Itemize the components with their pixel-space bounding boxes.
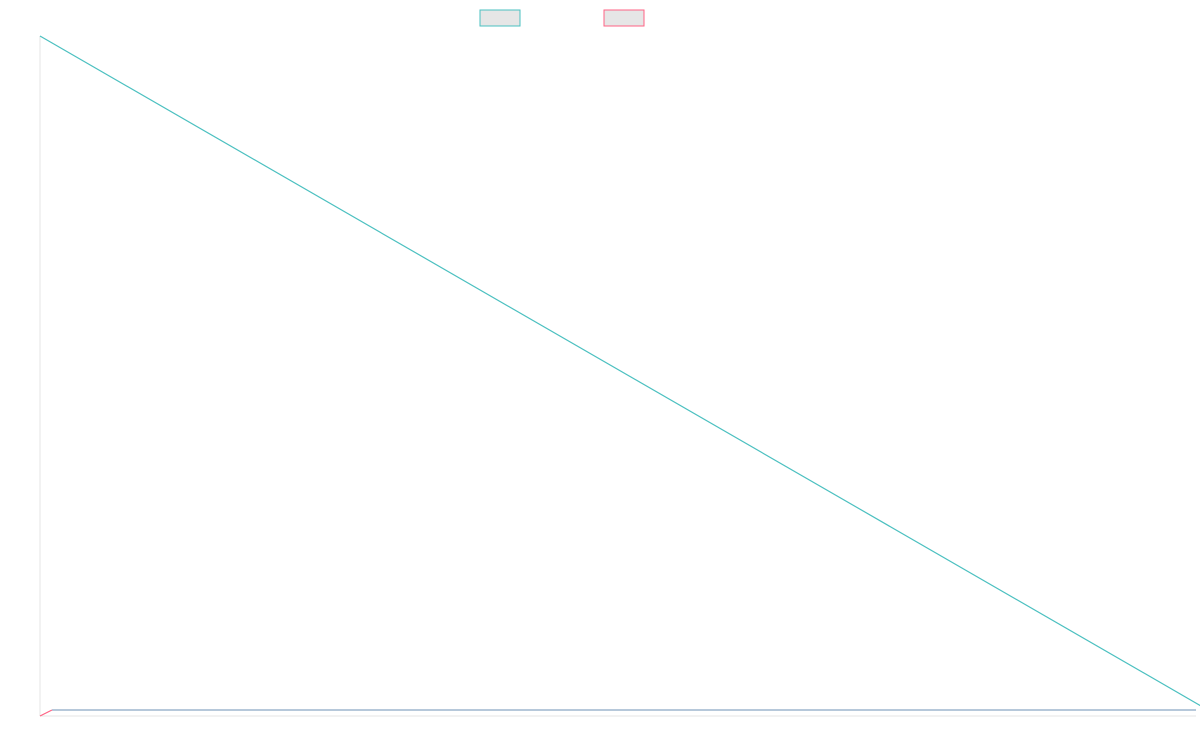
legend-swatch-2	[603, 9, 645, 27]
legend-swatch-1	[479, 9, 521, 27]
series-line-1	[39, 35, 1200, 707]
legend-item-2	[603, 9, 645, 27]
axes	[39, 36, 1196, 717]
legend-item-1	[479, 9, 521, 27]
series-lines	[39, 35, 1200, 717]
series-line-2	[39, 709, 53, 717]
legend	[479, 9, 645, 27]
